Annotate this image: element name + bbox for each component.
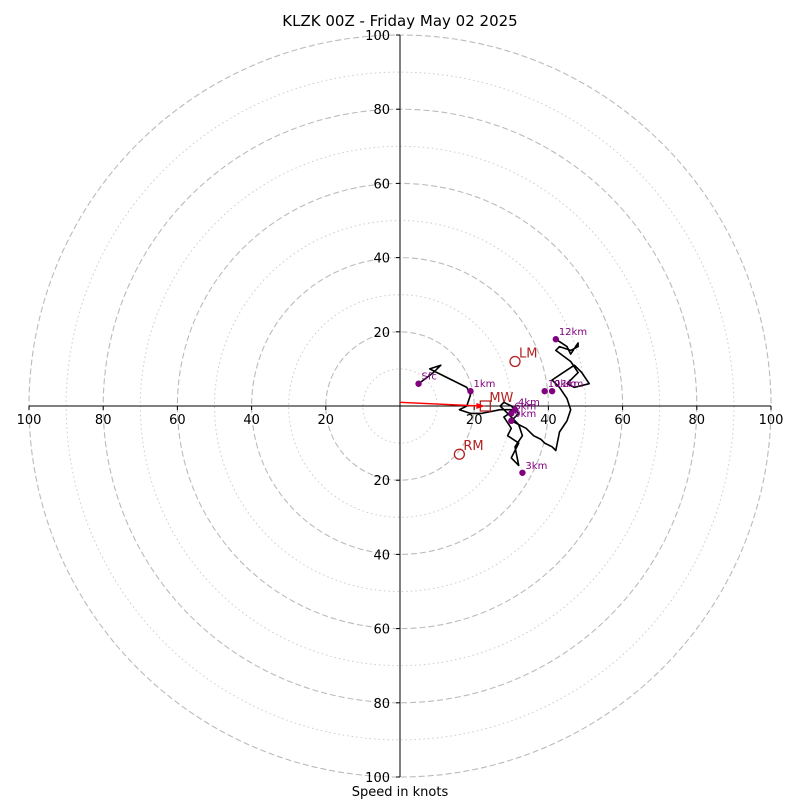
height-marker [519,469,526,476]
x-tick-label: 20 [466,413,483,428]
height-marker [467,387,474,395]
storm-motion-label: MW [489,391,513,406]
y-tick-label: 20 [373,474,390,489]
y-tick-label: 100 [365,771,390,786]
height-marker-label: 1km [473,379,495,390]
height-marker [541,387,548,395]
height-marker-label: 9km [514,409,536,420]
y-tick-label: 60 [373,177,390,192]
hodograph-line [418,338,591,467]
storm-motion-markers: LM RM MW [453,346,537,460]
height-marker-label: 6km [514,401,536,412]
height-marker-label: 4km [518,398,540,409]
x-tick-label: 80 [689,413,706,428]
height-marker-label: 10km [548,379,576,390]
height-marker [548,387,556,395]
tick-labels: 100 80 60 40 20 20 40 60 80 100 100 80 60 40 20 20 40 60 8… [17,29,784,786]
height-marker-label: Sfc [422,372,437,383]
x-tick-label: 100 [759,413,784,428]
y-tick-label: 20 [373,326,390,341]
shear-vector-line [399,401,480,407]
x-tick-label: 60 [614,413,631,428]
x-tick-label: 40 [243,413,260,428]
storm-motion-label: LM [519,346,537,361]
height-marker-label: 12km [559,327,587,338]
mean-wind-marker [479,400,491,412]
height-marker [508,410,515,417]
y-tick-label: 40 [373,548,390,563]
x-axis-label: Speed in knots [352,785,449,800]
storm-motion-label: RM [463,439,483,454]
y-tick-label: 100 [365,29,390,44]
x-tick-label: 40 [540,413,557,428]
x-tick-label: 20 [318,413,335,428]
height-marker [508,417,515,425]
y-tick-label: 80 [373,697,390,712]
chart-title: KLZK 00Z - Friday May 02 2025 [282,12,517,30]
y-tick-label: 80 [373,103,390,118]
storm-motion-marker [509,355,521,368]
storm-motion-marker [453,448,466,460]
height-marker-label: 3km [525,461,547,472]
x-tick-label: 100 [17,413,42,428]
x-tick-label: 80 [95,413,112,428]
y-tick-label: 60 [373,623,390,638]
height-marker [415,380,422,387]
axes [29,35,771,777]
y-tick-label: 40 [373,252,390,267]
height-marker [552,336,560,343]
wind-trace [418,338,591,467]
x-tick-label: 60 [169,413,186,428]
height-marker-label: 11km [555,379,583,390]
